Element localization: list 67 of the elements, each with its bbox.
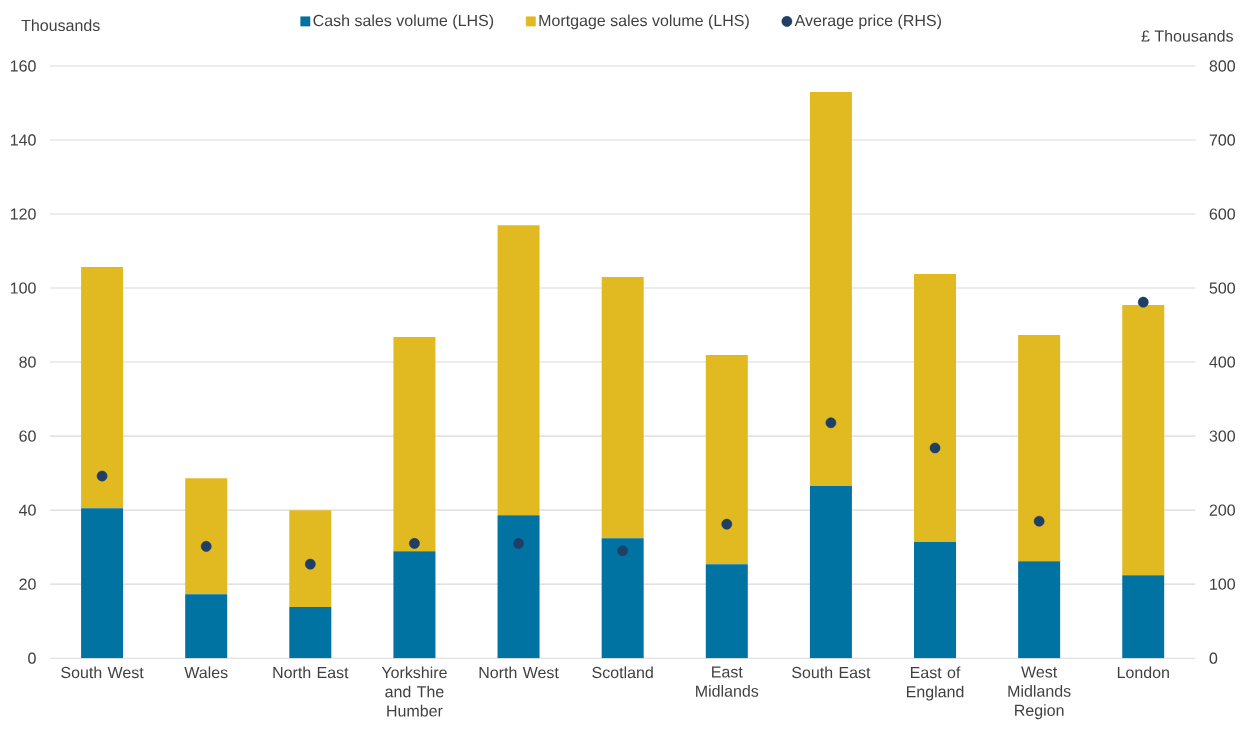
point <box>513 538 524 549</box>
bar <box>809 485 852 659</box>
bar <box>1018 334 1061 562</box>
y2-tick-label: 300 <box>1209 430 1236 442</box>
y-tick-label: 160 <box>10 60 36 72</box>
y-tick-label: 80 <box>19 356 36 368</box>
bar <box>601 538 644 659</box>
point <box>409 538 420 549</box>
y-axis-title: Thousands <box>21 19 100 31</box>
legend-label: Average price (RHS) <box>794 14 941 30</box>
y2-tick-label: 400 <box>1209 356 1236 368</box>
bar <box>81 266 124 509</box>
y-tick-label: 120 <box>10 208 36 220</box>
point <box>721 518 733 530</box>
x-tick-label: North East <box>273 666 349 679</box>
bar <box>1122 305 1165 576</box>
y2-tick-label: 800 <box>1209 60 1236 72</box>
y2-tick-label: 200 <box>1209 504 1236 516</box>
y2-tick-label: 100 <box>1210 578 1236 590</box>
bar <box>393 336 436 552</box>
y2-axis-title: £ Thousands <box>1141 29 1233 42</box>
bar <box>185 594 228 659</box>
y-tick-label: 100 <box>10 282 36 294</box>
x-tick-label: Wales <box>184 666 228 679</box>
y2-tick-label: 500 <box>1209 282 1236 294</box>
x-tick-label: South East <box>792 666 871 679</box>
bar <box>601 276 644 539</box>
point <box>929 442 941 454</box>
x-tick-label: Scotland <box>592 666 653 679</box>
legend-label: Mortgage sales volume (LHS) <box>539 14 749 30</box>
legend-label: Cash sales volume (LHS) <box>313 14 494 30</box>
bar <box>289 510 332 607</box>
bar <box>809 91 852 486</box>
x-tick-label: West Midlands Region <box>1008 666 1071 720</box>
bar <box>705 354 748 565</box>
point <box>1137 296 1149 308</box>
x-tick-label: East Midlands <box>696 666 759 697</box>
y-tick-label: 60 <box>19 430 36 442</box>
x-tick-label: North West <box>479 666 559 679</box>
y2-tick-label: 0 <box>1209 652 1218 664</box>
bar <box>289 607 332 659</box>
bar <box>185 478 228 595</box>
x-tick-label: Yorkshire and The Humber <box>381 666 447 717</box>
bar <box>497 515 540 659</box>
x-tick-label: East of England <box>906 666 964 701</box>
y-tick-label: 140 <box>10 134 36 146</box>
y-tick-label: 20 <box>19 578 36 590</box>
point <box>617 545 629 557</box>
bar <box>914 541 957 659</box>
bar <box>914 273 957 542</box>
y2-tick-label: 600 <box>1209 208 1236 220</box>
point <box>200 540 212 552</box>
y-tick-label: 0 <box>28 652 36 664</box>
x-tick-label: London <box>1117 666 1169 679</box>
bar <box>81 508 124 659</box>
bar <box>393 551 436 659</box>
bar <box>705 564 748 659</box>
y-tick-label: 40 <box>18 504 36 516</box>
point <box>96 470 108 482</box>
bar <box>1018 561 1061 659</box>
x-tick-label: South West <box>61 666 144 679</box>
y2-tick-label: 700 <box>1209 134 1236 146</box>
point <box>1033 515 1045 527</box>
point <box>304 558 316 570</box>
bar <box>497 225 540 516</box>
point <box>825 417 837 429</box>
bar <box>1122 575 1165 659</box>
